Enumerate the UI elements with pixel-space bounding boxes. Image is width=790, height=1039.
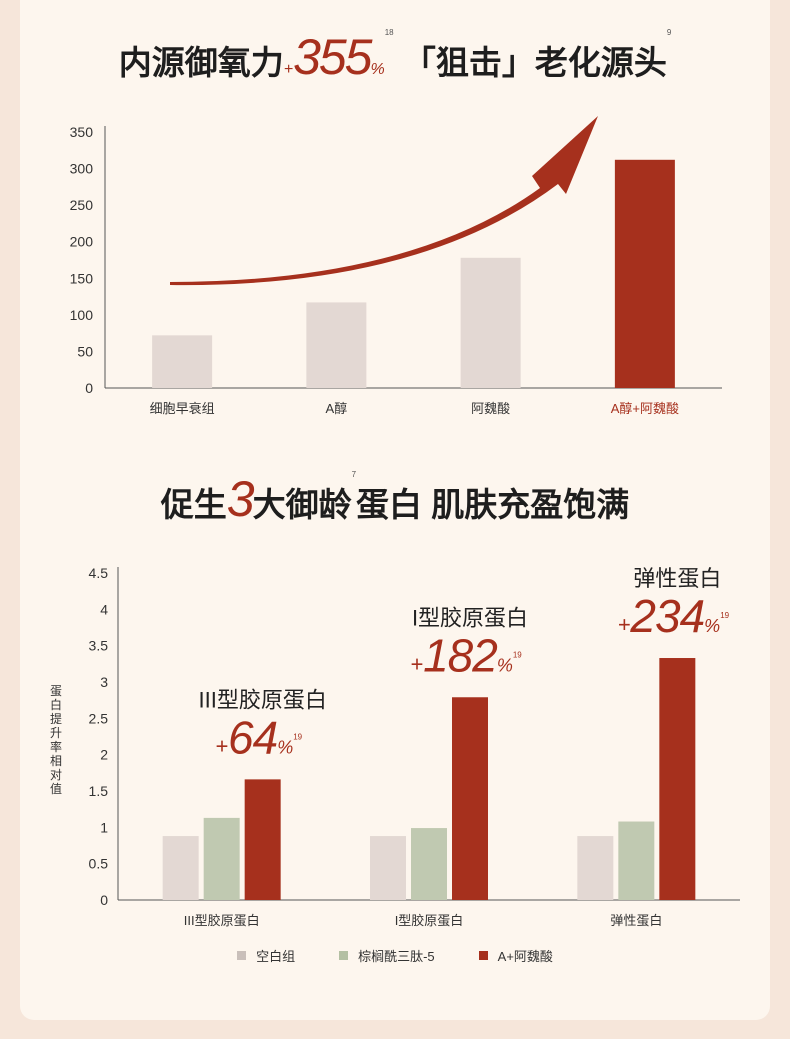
x-tick-label: A醇+阿魏酸	[611, 401, 679, 416]
y-tick-label: 200	[70, 234, 94, 250]
y-tick-label: 0	[85, 380, 93, 396]
y-axis-label-char: 蛋	[50, 684, 62, 698]
y-axis-label-char: 提	[50, 711, 62, 726]
y-tick-label: 2	[100, 747, 108, 763]
bar	[203, 817, 240, 900]
bar	[162, 836, 199, 900]
headline1-footnote: 18	[384, 28, 394, 37]
bar	[618, 821, 655, 900]
legend-item-blank: 空白组	[237, 946, 295, 965]
legend-item-combo: A+阿魏酸	[478, 946, 553, 965]
y-axis-label-char: 对	[50, 768, 62, 782]
bar	[152, 335, 213, 388]
annotation-label: 弹性蛋白	[633, 566, 721, 591]
headline2-footnote: 7	[351, 470, 357, 479]
y-tick-label: 350	[70, 124, 94, 140]
legend-swatch-blank	[237, 951, 247, 960]
bar	[577, 836, 614, 900]
legend-swatch-combo	[478, 951, 488, 960]
antioxidant-bar-chart: 0 50 100 150 200 250 300 350 细胞早衰组 A醇 阿魏酸 A醇+阿魏酸	[70, 116, 722, 416]
legend-label-blank: 空白组	[256, 949, 296, 964]
x-tick-label: 细胞早衰组	[150, 401, 215, 416]
bar	[460, 257, 521, 388]
headline1-bracket-close: 」	[501, 44, 535, 81]
y-tick-label: 150	[70, 270, 94, 286]
legend-label-peptide: 棕榈酰三肽-5	[358, 949, 435, 964]
annotation-value: +234%19	[618, 590, 730, 642]
trend-arrow	[170, 116, 598, 286]
chart2-legend: 空白组 棕榈酰三肽-5 A+阿魏酸	[0, 946, 790, 965]
headline-antioxidant: 内源御氧力+355% 18 「狙击」老化源头 9	[0, 28, 790, 86]
x-tick-label: 弹性蛋白	[610, 913, 662, 928]
headline1-footnote2: 9	[666, 28, 672, 37]
y-tick-label: 50	[77, 343, 93, 359]
headline2-part2: 大御龄	[252, 486, 352, 523]
x-tick-label: III型胶原蛋白	[184, 913, 260, 928]
legend-label-combo: A+阿魏酸	[497, 949, 553, 964]
legend-item-peptide: 棕榈酰三肽-5	[339, 946, 435, 965]
bar	[244, 779, 281, 900]
annotation-label: III型胶原蛋白	[198, 687, 326, 712]
bar	[370, 836, 406, 900]
y-tick-label: 300	[70, 161, 94, 177]
bar	[659, 658, 696, 900]
annotation-value: +64%19	[215, 711, 302, 763]
headline-protein: 促生3大御龄 7 蛋白 肌肤充盈饱满	[0, 470, 790, 528]
headline1-value: 355	[293, 29, 372, 85]
y-tick-label: 0	[100, 892, 108, 908]
x-tick-label: A醇	[326, 401, 348, 416]
y-tick-label: 250	[70, 197, 94, 213]
y-tick-label: 1.5	[89, 783, 109, 799]
bar	[452, 697, 488, 900]
legend-swatch-peptide	[339, 951, 349, 960]
annotation-label: I型胶原蛋白	[412, 605, 528, 630]
headline2-part3: 蛋白 肌肤充盈饱满	[356, 486, 630, 523]
y-tick-label: 4.5	[89, 565, 109, 581]
bar	[411, 828, 447, 900]
headline2-part1: 促生	[160, 486, 227, 523]
y-tick-label: 3.5	[89, 638, 109, 654]
headline2-number: 3	[226, 471, 255, 527]
y-tick-label: 3	[100, 674, 108, 690]
headline1-plus: +	[283, 61, 294, 78]
x-tick-label: 阿魏酸	[471, 401, 510, 416]
y-axis-label-char: 值	[50, 781, 62, 796]
annotation-value: +182%19	[410, 629, 522, 681]
y-tick-label: 2.5	[89, 710, 109, 726]
headline1-percent: %	[370, 61, 385, 78]
headline1-bracket-word: 狙击	[435, 44, 502, 81]
headline1-bracket-open: 「	[402, 44, 436, 81]
headline1-part1: 内源御氧力	[118, 44, 284, 81]
y-axis-label-char: 白	[50, 697, 62, 712]
bar	[614, 159, 675, 388]
bar	[306, 302, 367, 388]
y-tick-label: 100	[70, 307, 94, 323]
y-tick-label: 4	[100, 601, 108, 617]
y-axis-label-char: 升	[50, 726, 62, 740]
headline1-part2: 老化源头	[534, 44, 667, 81]
x-tick-label: I型胶原蛋白	[395, 913, 464, 928]
y-axis-label-char: 率	[50, 739, 62, 754]
y-tick-label: 0.5	[89, 856, 109, 872]
y-tick-label: 1	[100, 819, 108, 835]
y-axis-label-char: 相	[50, 754, 62, 768]
